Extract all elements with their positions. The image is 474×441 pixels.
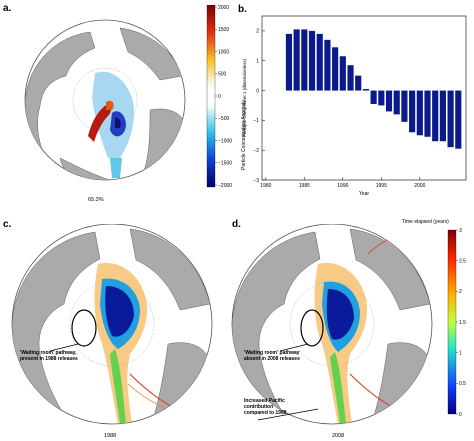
colorbar-tick-label: 2000 (218, 5, 229, 11)
bar (339, 56, 346, 91)
colorbar-tick-label: 1.5 (459, 320, 466, 326)
x-tick-label: 1985 (299, 183, 310, 189)
annotation-d2-line2: contribution (244, 404, 274, 410)
annotation-d2-line3: compared to 1988 (244, 410, 287, 416)
bar (301, 29, 308, 91)
particle-field-c (94, 263, 206, 424)
waiting-room-ellipse-d (300, 309, 324, 347)
x-axis-label: Year (359, 191, 369, 197)
bar (409, 90, 416, 133)
bar (439, 90, 446, 142)
annotation-d2: Increased Pacific contribution compared … (244, 398, 287, 416)
colorbar-tick-label: 1500 (218, 27, 229, 33)
y-tick-label: −1 (253, 118, 259, 124)
annotation-line-d (279, 343, 309, 352)
colorbar-tick-label: −1000 (218, 138, 232, 144)
bar (432, 90, 439, 142)
colorbar-tick-label: 0 (218, 94, 221, 100)
colorbar-tick-label: 2.5 (459, 258, 466, 264)
colorbar-tick-label: 2 (459, 289, 462, 295)
bar (393, 90, 400, 115)
bar (378, 90, 385, 106)
bar (455, 90, 462, 149)
particle-field-d (314, 235, 421, 424)
colorbar-a: 2000 1500 1000 500 0 −500 −1000 −1500 −2000 (206, 5, 232, 189)
bar (347, 65, 354, 91)
colorbar-tick-label: 500 (218, 72, 227, 78)
colorbar-cd: 3 2.5 2 1.5 1 0.5 0 (447, 228, 466, 418)
map-c (11, 224, 213, 425)
bar (332, 47, 339, 91)
bar (370, 90, 377, 104)
bar (401, 90, 408, 122)
y-axis-label: Principal Component 1 (dimensionless) (242, 58, 247, 137)
map-c-land (12, 228, 211, 424)
bar (424, 90, 431, 137)
annotation-c-line1: 'Waiting room' pathway, (20, 350, 77, 356)
bar (385, 90, 393, 112)
bar (308, 30, 316, 91)
y-tick-label: 1 (256, 59, 259, 65)
colorbar-tick-label: −2000 (218, 183, 232, 189)
map-d (231, 224, 433, 425)
colorbar-tick-label: 1000 (218, 49, 229, 55)
colorbar-tick-label: 0 (459, 412, 462, 418)
bar (416, 90, 423, 136)
x-tick-label: 1980 (260, 183, 271, 189)
bar (293, 29, 300, 91)
plot-frame (261, 15, 467, 181)
bar (355, 75, 362, 91)
x-tick-label: 2000 (414, 183, 425, 189)
y-tick-label: 0 (256, 88, 259, 94)
panel-b-label: b. (238, 4, 247, 15)
map-a (24, 19, 186, 181)
colorbar-cd-title: Time elapsed (years) (402, 219, 449, 225)
colorbar-tick-label: 1 (459, 350, 462, 356)
percent-label: 65.3% (88, 197, 104, 203)
colorbar-tick-label: 0.5 (459, 381, 466, 387)
annotation-c-line2: present in 1988 releases (20, 356, 78, 362)
annotation-line-d2 (257, 408, 319, 421)
y-tick-label: −3 (253, 178, 259, 184)
colorbar-tick-label: −1500 (218, 161, 232, 167)
y-tick-label: −2 (253, 148, 259, 154)
annotation-d: 'Waiting room' pathway absent in 2008 re… (244, 350, 300, 362)
waiting-room-ellipse-c (71, 309, 97, 347)
annotation-d2-line1: Increased Pacific (244, 398, 285, 404)
annotation-c: 'Waiting room' pathway, present in 1988 … (20, 350, 78, 362)
annotation-line-c (49, 343, 79, 352)
panel-c-label: c. (3, 219, 12, 230)
x-tick-label: 1990 (337, 183, 348, 189)
panel-d-label: d. (232, 219, 241, 230)
anomaly-field-a (88, 71, 135, 178)
year-label-c: 1988 (104, 433, 117, 439)
y-tick-label: 2 (256, 29, 259, 35)
x-tick-label: 1995 (376, 183, 387, 189)
annotation-d-line2: absent in 2008 releases (244, 356, 300, 362)
bar (285, 33, 293, 91)
annotation-d-line1: 'Waiting room' pathway (244, 350, 300, 356)
year-label-d: 2008 (332, 433, 345, 439)
bar (316, 33, 323, 91)
panel-a-label: a. (3, 3, 12, 14)
colorbar-tick-label: −500 (218, 116, 229, 122)
bar (362, 89, 370, 91)
bar (324, 39, 331, 91)
colorbar-tick-label: 3 (459, 228, 462, 234)
bar (447, 90, 454, 148)
